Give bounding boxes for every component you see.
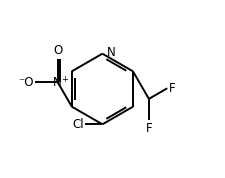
Text: F: F bbox=[168, 82, 175, 95]
Text: O: O bbox=[53, 44, 62, 57]
Text: Cl: Cl bbox=[72, 118, 83, 131]
Text: +: + bbox=[61, 75, 68, 84]
Text: N: N bbox=[106, 46, 115, 59]
Text: F: F bbox=[145, 122, 151, 135]
Text: ⁻O: ⁻O bbox=[18, 76, 34, 89]
Text: N: N bbox=[53, 76, 62, 89]
